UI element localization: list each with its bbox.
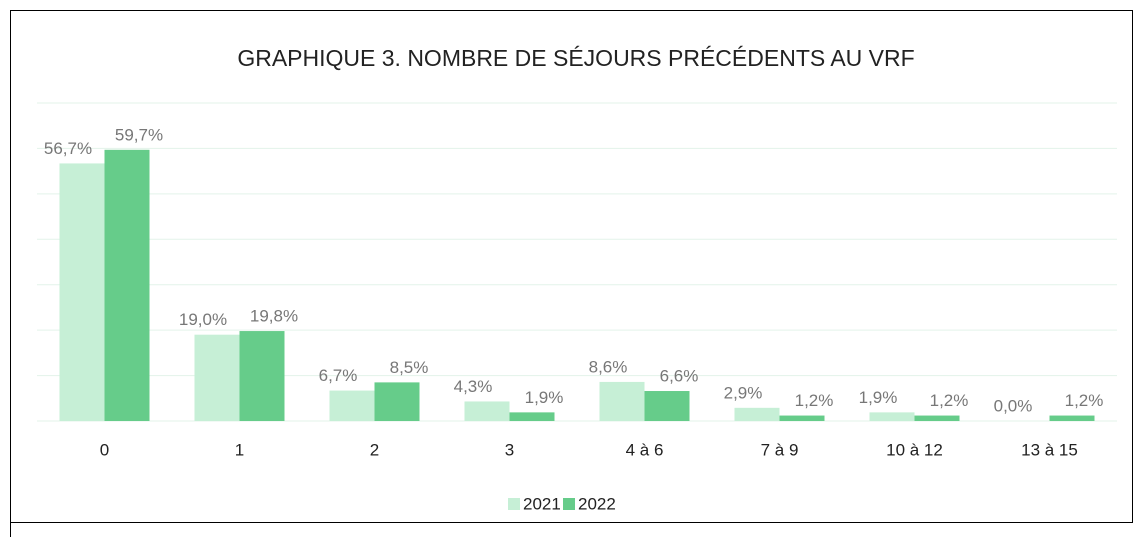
x-tick-label: 13 à 15 (1021, 440, 1078, 459)
x-tick-label: 2 (370, 440, 379, 459)
x-tick-label: 10 à 12 (886, 440, 943, 459)
data-label: 6,7% (319, 366, 358, 385)
bar (734, 407, 780, 421)
x-tick-label: 1 (235, 440, 244, 459)
bar (194, 334, 240, 421)
bar (329, 390, 375, 421)
data-label: 1,2% (795, 391, 834, 410)
bar (1049, 415, 1095, 421)
data-label: 1,2% (1065, 391, 1104, 410)
bar (644, 391, 690, 421)
data-label: 1,9% (859, 388, 898, 407)
data-label: 8,6% (589, 357, 628, 376)
data-label: 4,3% (454, 377, 493, 396)
bar (374, 382, 420, 421)
data-label: 56,7% (44, 139, 92, 158)
bar (239, 331, 285, 421)
data-label: 1,2% (930, 391, 969, 410)
legend-label: 2022 (578, 494, 616, 513)
data-label: 59,7% (115, 125, 163, 144)
bar (104, 149, 150, 421)
data-label: 19,0% (179, 310, 227, 329)
legend-swatch (563, 498, 575, 510)
x-tick-label: 4 à 6 (626, 440, 664, 459)
x-tick-label: 3 (505, 440, 514, 459)
chart-title: GRAPHIQUE 3. NOMBRE DE SÉJOURS PRÉCÉDENT… (237, 45, 914, 71)
legend-swatch (508, 498, 520, 510)
data-label: 2,9% (724, 383, 763, 402)
bar (464, 401, 510, 421)
bar (59, 163, 105, 422)
bar (869, 412, 915, 421)
data-label: 1,9% (525, 388, 564, 407)
data-label: 8,5% (390, 358, 429, 377)
bar (779, 415, 825, 421)
bar (914, 415, 960, 421)
data-label: 19,8% (250, 307, 298, 326)
data-label: 6,6% (660, 367, 699, 386)
bar (599, 381, 645, 421)
x-tick-label: 7 à 9 (761, 440, 799, 459)
x-tick-label: 0 (100, 440, 109, 459)
chart-frame (10, 10, 1133, 523)
bar (509, 412, 555, 421)
legend-label: 2021 (523, 494, 561, 513)
data-label: 0,0% (994, 396, 1033, 415)
